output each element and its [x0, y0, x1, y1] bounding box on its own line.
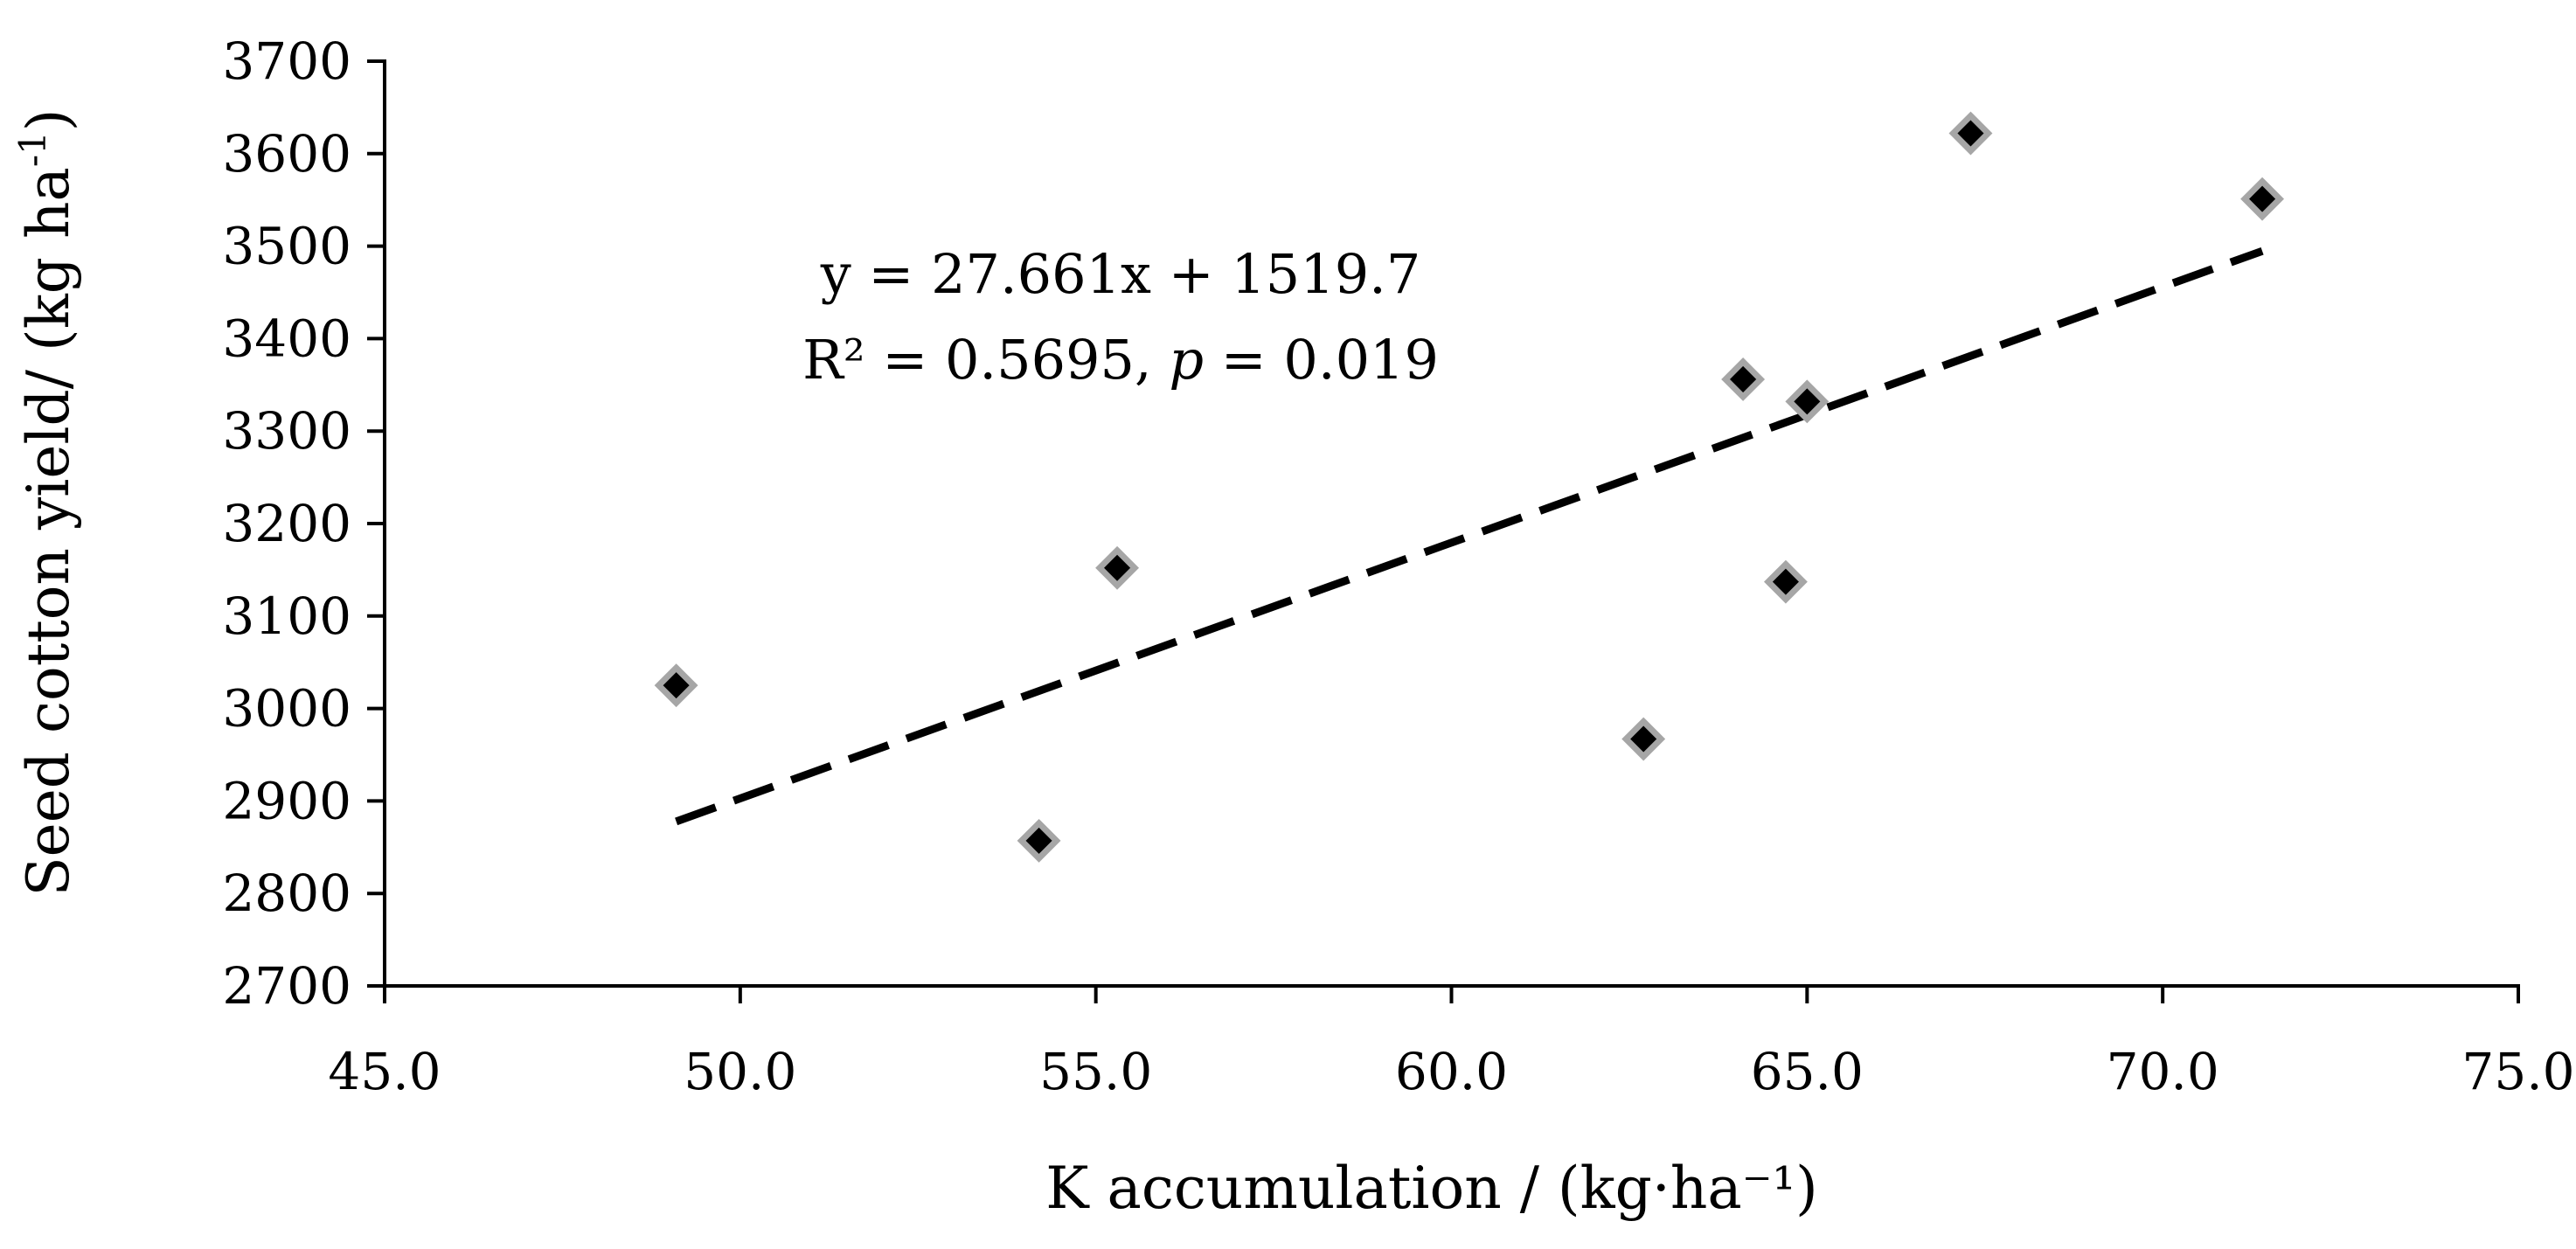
data-point	[1763, 559, 1808, 604]
data-points	[654, 111, 2285, 863]
trendline	[675, 246, 2264, 826]
y-axis-ticks: 2700 2800 2900 3000 3100 3200 3300 3400 3500 3600…	[222, 31, 385, 1016]
p-value-text: = 0.019	[1204, 328, 1439, 392]
y-tick-label: 3700	[222, 31, 351, 91]
data-point	[2240, 177, 2285, 221]
r-squared-text: R² = 0.5695,	[802, 328, 1169, 392]
x-tick-label: 75.0	[2461, 1042, 2574, 1101]
y-tick-label: 3500	[222, 217, 351, 276]
data-point	[1948, 111, 1993, 156]
x-tick-label: 65.0	[1751, 1042, 1864, 1101]
data-point	[1017, 818, 1061, 863]
y-tick-label: 3300	[222, 401, 351, 461]
x-axis-title: K accumulation / (kg·ha⁻¹)	[1045, 1155, 1818, 1222]
y-tick-label: 2900	[222, 771, 351, 830]
x-tick-label: 50.0	[684, 1042, 796, 1101]
y-axis-title-close: )	[15, 108, 82, 131]
data-point	[1621, 717, 1666, 761]
data-point	[654, 663, 698, 708]
trendline-equation: y = 27.661x + 1519.7	[820, 242, 1421, 306]
y-tick-label: 3200	[222, 494, 351, 553]
y-axis-title-superscript: -1	[11, 131, 54, 167]
data-point	[1785, 379, 1830, 424]
y-axis-title-main: Seed cotton yield/ (kg ha	[15, 167, 82, 896]
r-squared-p-value: R² = 0.5695, p = 0.019	[802, 328, 1439, 392]
data-point	[1095, 545, 1140, 590]
y-tick-label: 3400	[222, 309, 351, 368]
y-tick-label: 3600	[222, 124, 351, 184]
x-tick-label: 60.0	[1395, 1042, 1508, 1101]
x-tick-label: 70.0	[2107, 1042, 2219, 1101]
y-tick-label: 2800	[222, 864, 351, 923]
x-tick-label: 45.0	[328, 1042, 441, 1101]
x-tick-label: 55.0	[1039, 1042, 1152, 1101]
p-symbol: p	[1169, 328, 1204, 392]
y-axis-title: Seed cotton yield/ (kg ha-1)	[11, 108, 82, 896]
x-axis-ticks: 45.0 50.0 55.0 60.0 65.0 70.0 75.0	[328, 986, 2575, 1101]
y-tick-label: 3100	[222, 586, 351, 646]
data-point	[1721, 357, 1766, 401]
y-tick-label: 3000	[222, 679, 351, 739]
y-tick-label: 2700	[222, 956, 351, 1016]
